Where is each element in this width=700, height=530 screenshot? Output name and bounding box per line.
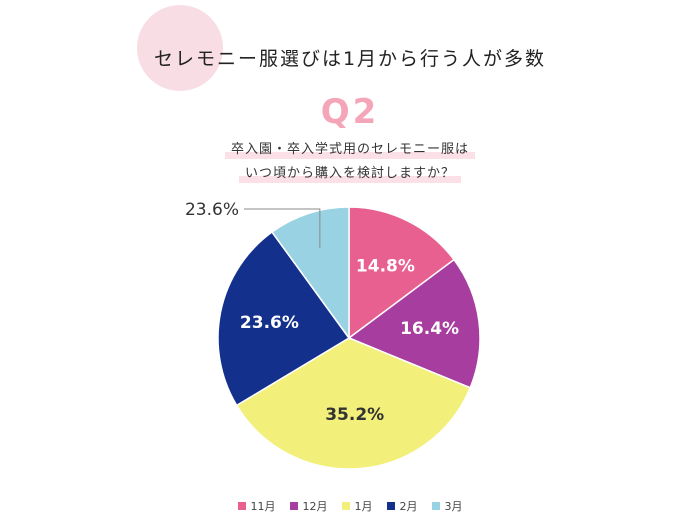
page-title: セレモニー服選びは1月から行う人が多数 <box>153 48 547 70</box>
data-label-1: 14.8% <box>356 256 415 276</box>
question-text: 卒入園・卒入学式用のセレモニー服は いつ頃から購入を検討しますか？ <box>0 138 700 186</box>
pie-slice-4 <box>217 230 351 407</box>
legend-swatch <box>289 502 298 510</box>
legend-swatch <box>431 502 440 510</box>
data-label-3: 35.2% <box>325 405 384 425</box>
legend-label: 11月 <box>250 500 276 513</box>
legend-swatch <box>341 502 350 510</box>
chart-legend: 11月 12月 1月 2月 3月 <box>0 498 700 514</box>
legend-item-3: 1月 <box>341 498 373 514</box>
legend-label: 3月 <box>444 500 463 513</box>
data-label-2: 16.4% <box>400 319 459 339</box>
pie-slice-5 <box>270 206 350 341</box>
decorative-circle <box>137 5 223 91</box>
question-number: Q2 <box>320 92 380 132</box>
legend-item-4: 2月 <box>386 498 418 514</box>
legend-label: 2月 <box>399 500 418 513</box>
pie-slice-1 <box>348 206 456 340</box>
question-line-1: 卒入園・卒入学式用のセレモニー服は <box>224 138 475 162</box>
legend-item-2: 12月 <box>289 498 328 514</box>
data-label-4: 23.6% <box>240 313 299 333</box>
question-line-2: いつ頃から購入を検討しますか？ <box>238 162 461 186</box>
pie-slice-2 <box>347 258 481 389</box>
legend-item-5: 3月 <box>431 498 463 514</box>
legend-label: 1月 <box>354 500 373 513</box>
legend-label: 12月 <box>302 500 328 513</box>
legend-swatch <box>386 502 395 510</box>
data-label-5: 23.6% <box>185 200 239 220</box>
legend-swatch <box>237 502 246 510</box>
leader-line-3月 <box>244 208 321 249</box>
legend-item-1: 11月 <box>237 498 276 514</box>
